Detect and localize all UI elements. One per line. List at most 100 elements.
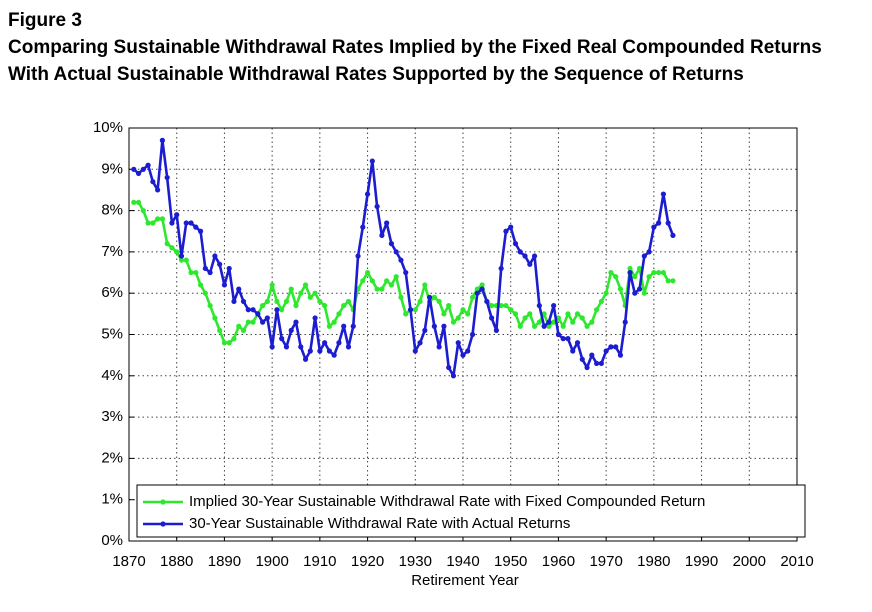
point <box>379 286 385 292</box>
point <box>293 319 299 325</box>
point <box>197 282 204 288</box>
y-tick-label: 9% <box>101 160 123 177</box>
point <box>636 265 643 272</box>
point <box>627 269 633 276</box>
point <box>279 307 285 313</box>
point <box>441 323 447 329</box>
point <box>341 323 347 329</box>
point <box>617 352 624 358</box>
point <box>579 356 585 362</box>
point <box>398 294 404 300</box>
point <box>183 220 189 226</box>
point <box>646 249 652 255</box>
point <box>422 282 428 288</box>
point <box>212 315 218 321</box>
point <box>260 319 266 325</box>
point <box>598 298 604 305</box>
point <box>150 179 156 185</box>
point <box>212 253 218 259</box>
point <box>431 323 437 329</box>
point <box>517 249 523 255</box>
point <box>531 253 538 259</box>
point <box>527 311 533 317</box>
point <box>188 269 194 276</box>
point <box>202 290 208 296</box>
point <box>307 294 313 300</box>
point <box>508 224 514 230</box>
point <box>298 290 304 296</box>
point <box>417 340 423 346</box>
point <box>388 282 395 288</box>
point <box>183 257 189 263</box>
point <box>541 323 547 329</box>
point <box>255 311 261 317</box>
point <box>164 241 170 247</box>
point <box>226 340 232 346</box>
point <box>374 286 380 292</box>
point <box>398 257 404 263</box>
point <box>307 348 313 354</box>
point <box>178 253 185 259</box>
legend-marker <box>160 521 166 527</box>
x-tick-label: 2000 <box>733 553 766 570</box>
point <box>603 348 609 354</box>
point <box>660 191 667 197</box>
point <box>274 307 280 313</box>
point <box>159 137 165 143</box>
point <box>450 373 457 379</box>
point <box>388 241 395 247</box>
point <box>364 191 371 197</box>
point <box>312 315 318 321</box>
point <box>503 228 509 234</box>
x-tick-label: 1920 <box>351 553 384 570</box>
point <box>555 331 562 338</box>
y-tick-label: 7% <box>101 243 123 260</box>
point <box>131 199 137 205</box>
point <box>446 302 452 309</box>
point <box>193 224 199 230</box>
point <box>207 302 213 309</box>
point <box>336 340 342 346</box>
x-tick-label: 1970 <box>589 553 622 570</box>
y-tick-label: 1% <box>101 491 123 508</box>
legend-label: 30-Year Sustainable Withdrawal Rate with… <box>189 515 570 532</box>
point <box>131 166 137 172</box>
point <box>369 278 375 284</box>
point <box>317 348 323 354</box>
point <box>656 269 662 276</box>
point <box>355 253 361 259</box>
point <box>469 331 476 338</box>
point <box>479 286 485 292</box>
point <box>598 360 604 367</box>
point <box>469 294 476 300</box>
point <box>546 319 552 325</box>
point <box>551 302 557 309</box>
legend-box <box>136 484 806 538</box>
plot-frame <box>128 127 798 542</box>
point <box>632 290 638 296</box>
point <box>460 307 466 313</box>
point <box>646 274 652 280</box>
point <box>379 232 385 238</box>
y-tick-label: 8% <box>101 202 123 219</box>
point <box>283 298 290 305</box>
point <box>240 327 247 333</box>
point <box>570 319 576 325</box>
point <box>560 336 566 342</box>
point <box>412 348 418 354</box>
point <box>522 253 528 259</box>
point <box>221 340 228 346</box>
point <box>613 274 619 280</box>
point <box>517 323 523 329</box>
point <box>193 269 199 276</box>
point <box>269 282 275 288</box>
point <box>298 344 304 350</box>
point <box>512 241 519 247</box>
y-tick-label: 10% <box>93 119 123 136</box>
point <box>164 174 170 181</box>
point <box>455 315 461 321</box>
point <box>207 269 213 276</box>
point <box>570 348 576 354</box>
chart-subtitle: With Actual Sustainable Withdrawal Rates… <box>8 64 744 85</box>
point <box>374 203 380 210</box>
